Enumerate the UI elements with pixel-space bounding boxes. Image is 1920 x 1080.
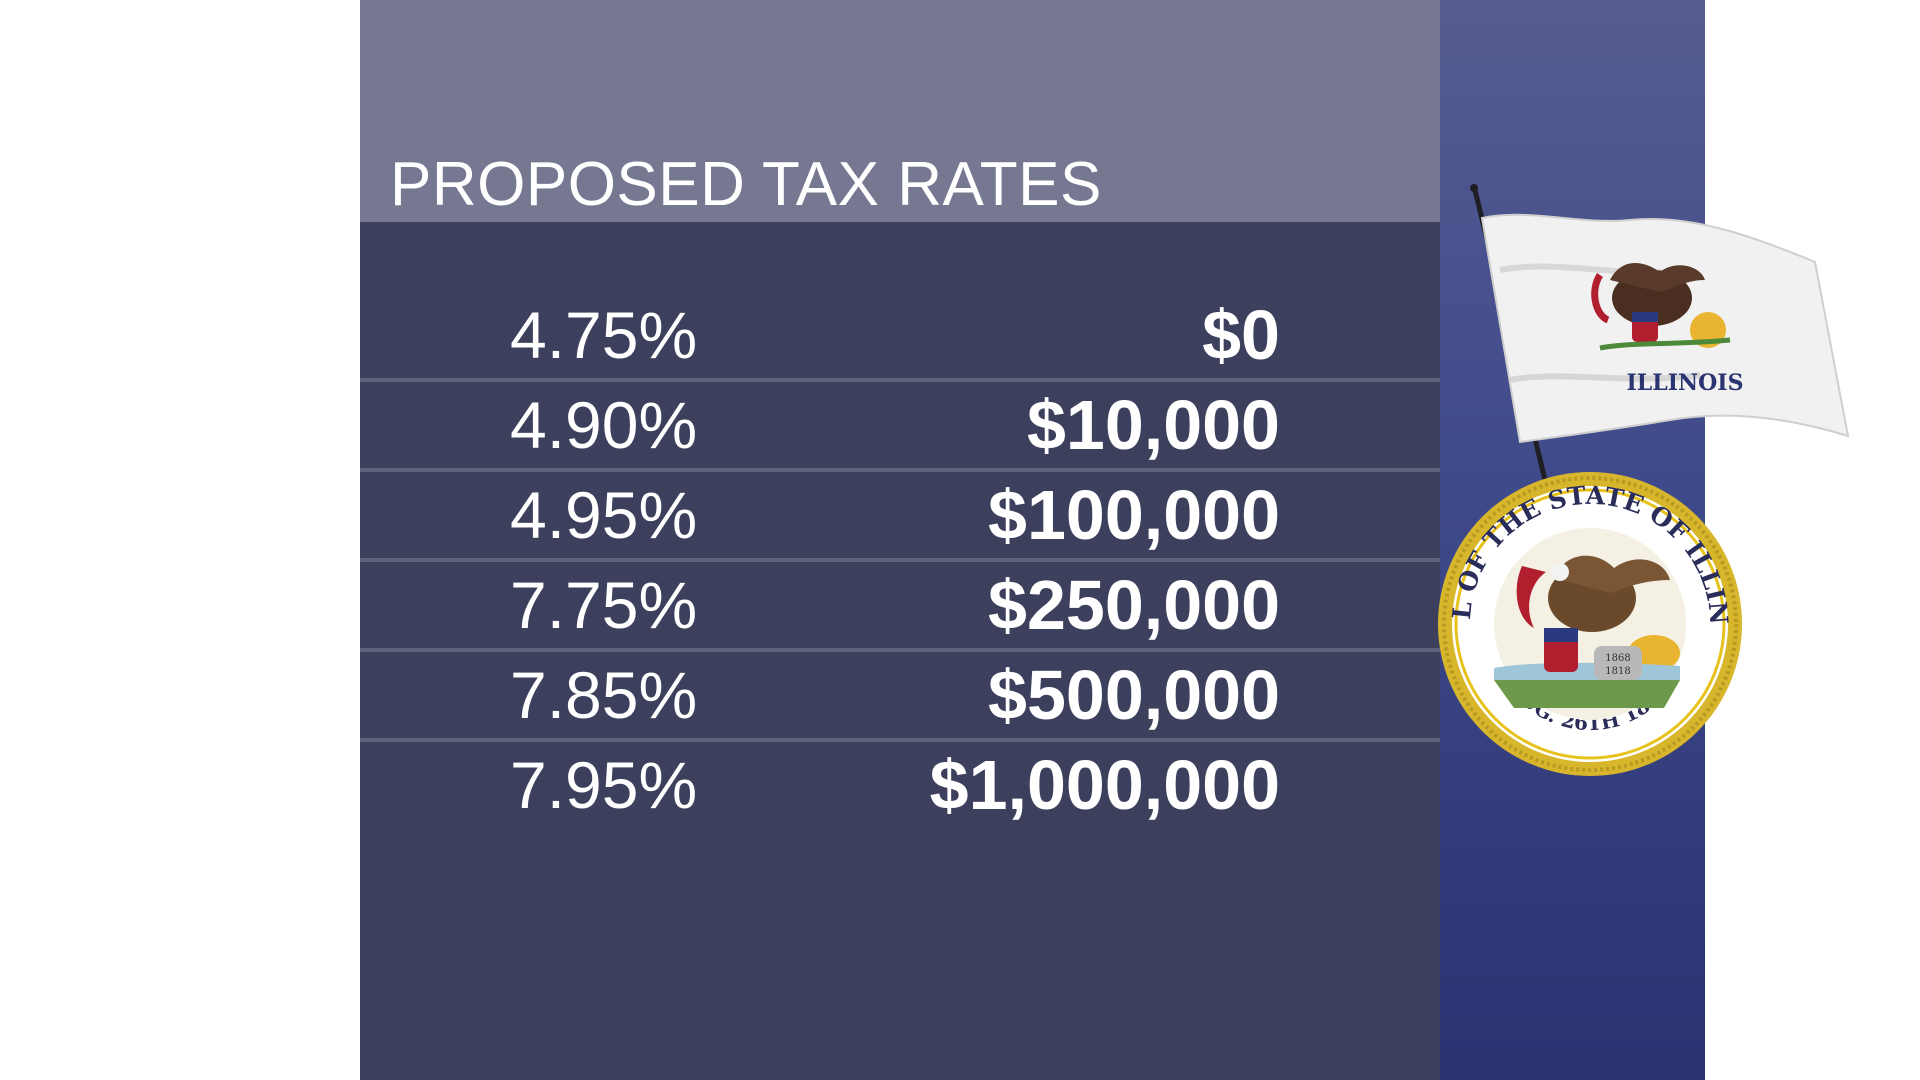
income-threshold: $1,000,000	[929, 746, 1280, 824]
table-row: 4.90% $10,000	[360, 380, 1443, 472]
row-divider	[360, 738, 1443, 742]
seal-year-bottom: 1818	[1605, 666, 1630, 677]
rate-value: 7.75%	[510, 568, 698, 642]
table-row: 7.85% $500,000	[360, 650, 1443, 742]
rate-value: 4.95%	[510, 478, 698, 552]
flag-text: ILLINOIS	[1627, 370, 1744, 396]
income-threshold: $250,000	[988, 566, 1280, 644]
table-row: 7.95% $1,000,000	[360, 740, 1443, 830]
seal-year-top: 1868	[1605, 653, 1630, 664]
row-divider	[360, 378, 1443, 382]
rate-value: 7.95%	[510, 748, 698, 822]
income-threshold: $500,000	[988, 656, 1280, 734]
tax-rates-table: 4.75% $0 4.90% $10,000 4.95% $100,000 7.…	[360, 290, 1443, 830]
page-title: PROPOSED TAX RATES	[390, 150, 1102, 219]
row-divider	[360, 558, 1443, 562]
table-row: 4.75% $0	[360, 290, 1443, 382]
income-threshold: $10,000	[1026, 386, 1280, 464]
income-threshold: $0	[1202, 296, 1280, 374]
table-row: 7.75% $250,000	[360, 560, 1443, 652]
tax-rates-panel: PROPOSED TAX RATES 4.75% $0 4.90% $10,00…	[360, 0, 1443, 1080]
row-divider	[360, 648, 1443, 652]
rate-value: 4.90%	[510, 388, 698, 462]
rate-value: 4.75%	[510, 298, 698, 372]
title-header: PROPOSED TAX RATES	[360, 0, 1440, 222]
row-divider	[360, 468, 1443, 472]
illinois-flag-image: ILLINOIS	[1470, 184, 1850, 480]
rate-value: 7.85%	[510, 658, 698, 732]
table-row: 4.95% $100,000	[360, 470, 1443, 562]
illinois-state-seal-image: SEAL OF THE STATE OF ILLINOIS AUG. 26TH …	[1434, 468, 1742, 776]
income-threshold: $100,000	[988, 476, 1280, 554]
